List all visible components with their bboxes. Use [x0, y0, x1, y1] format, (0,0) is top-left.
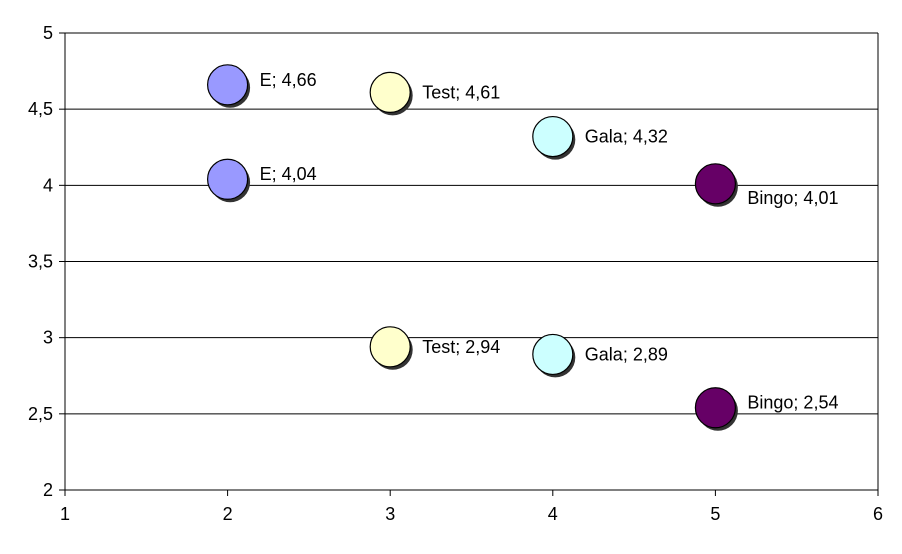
data-label-e: E; 4,66 — [260, 70, 317, 90]
y-tick-label: 2,5 — [28, 404, 53, 424]
data-label-gala: Gala; 4,32 — [585, 127, 668, 147]
x-tick-label: 5 — [710, 504, 720, 524]
x-tick-label: 4 — [548, 504, 558, 524]
data-point-gala — [532, 115, 574, 158]
x-axis-ticks: 1 2 3 4 5 6 — [60, 490, 883, 524]
data-point-e — [207, 158, 249, 200]
data-label-gala: Gala; 2,89 — [585, 344, 668, 364]
data-point-e — [207, 64, 249, 106]
data-label-test: Test; 4,61 — [422, 82, 500, 102]
data-labels: E; 4,66 E; 4,04 Test; 4,61 Test; 2,94 Gala; … — [260, 70, 839, 413]
data-label-test: Test; 2,94 — [422, 337, 500, 357]
data-point-gala — [532, 333, 574, 376]
data-label-e: E; 4,04 — [260, 164, 317, 184]
x-tick-label: 6 — [873, 504, 883, 524]
y-tick-label: 2 — [43, 480, 53, 500]
data-points — [207, 64, 738, 431]
y-tick-label: 3,5 — [28, 252, 53, 272]
data-point-test — [369, 71, 411, 114]
y-tick-label: 4,5 — [28, 99, 53, 119]
y-tick-label: 4 — [43, 175, 53, 195]
y-tick-label: 5 — [43, 23, 53, 43]
x-tick-label: 3 — [385, 504, 395, 524]
data-point-test — [369, 326, 411, 368]
y-tick-label: 3 — [43, 328, 53, 348]
data-label-bingo: Bingo; 2,54 — [747, 393, 838, 413]
data-point-bingo — [694, 387, 737, 429]
y-axis-ticks: 2 2,5 3 3,5 4 4,5 5 — [28, 23, 65, 500]
data-label-bingo: Bingo; 4,01 — [747, 188, 838, 208]
x-tick-label: 1 — [60, 504, 70, 524]
gridlines — [65, 32, 879, 490]
x-tick-label: 2 — [223, 504, 233, 524]
data-point-bingo — [694, 163, 737, 205]
